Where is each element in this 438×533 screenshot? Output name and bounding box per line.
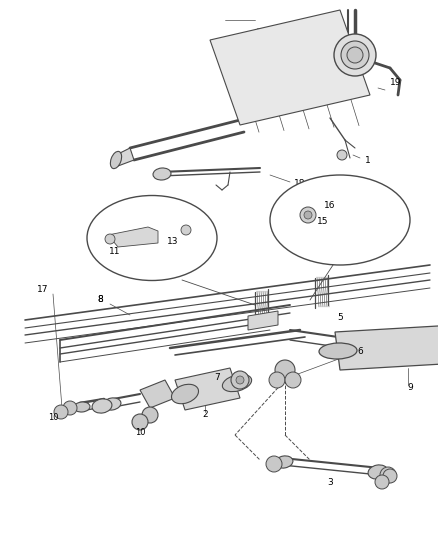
- Ellipse shape: [110, 151, 121, 168]
- Circle shape: [299, 207, 315, 223]
- Text: 15: 15: [317, 217, 328, 227]
- Text: 3: 3: [326, 479, 332, 488]
- Circle shape: [284, 372, 300, 388]
- Circle shape: [303, 211, 311, 219]
- Circle shape: [54, 405, 68, 419]
- Circle shape: [180, 225, 191, 235]
- Text: 5: 5: [336, 313, 342, 322]
- Circle shape: [379, 467, 395, 483]
- Text: 9: 9: [406, 384, 412, 392]
- Circle shape: [141, 407, 158, 423]
- Ellipse shape: [153, 168, 170, 180]
- Circle shape: [105, 234, 115, 244]
- Circle shape: [336, 150, 346, 160]
- Circle shape: [132, 414, 148, 430]
- Circle shape: [265, 456, 281, 472]
- Ellipse shape: [92, 399, 112, 413]
- Circle shape: [374, 475, 388, 489]
- Polygon shape: [175, 368, 240, 410]
- Polygon shape: [108, 227, 158, 247]
- Text: 8: 8: [97, 295, 102, 304]
- Text: 2: 2: [202, 410, 207, 419]
- Ellipse shape: [275, 456, 292, 468]
- Ellipse shape: [269, 175, 409, 265]
- Ellipse shape: [87, 196, 216, 280]
- Ellipse shape: [103, 398, 120, 410]
- Polygon shape: [209, 10, 369, 125]
- Ellipse shape: [346, 47, 362, 63]
- Ellipse shape: [333, 34, 375, 76]
- Circle shape: [274, 360, 294, 380]
- Text: 7: 7: [214, 374, 219, 383]
- Polygon shape: [140, 380, 175, 408]
- Ellipse shape: [222, 374, 251, 392]
- Text: 19: 19: [389, 77, 401, 86]
- Text: 6: 6: [356, 348, 362, 357]
- Text: 10: 10: [48, 414, 58, 423]
- Text: 1: 1: [364, 156, 370, 165]
- Ellipse shape: [340, 41, 368, 69]
- Text: 11: 11: [109, 247, 120, 256]
- Ellipse shape: [318, 343, 356, 359]
- Circle shape: [230, 371, 248, 389]
- Text: 13: 13: [167, 238, 178, 246]
- Polygon shape: [118, 148, 134, 166]
- Ellipse shape: [74, 402, 90, 412]
- Circle shape: [382, 469, 396, 483]
- Ellipse shape: [367, 465, 387, 479]
- Circle shape: [63, 401, 77, 415]
- Polygon shape: [247, 311, 277, 330]
- Polygon shape: [334, 325, 438, 370]
- Circle shape: [236, 376, 244, 384]
- Text: 10: 10: [134, 429, 145, 438]
- Text: 17: 17: [37, 286, 49, 295]
- Text: 16: 16: [324, 200, 335, 209]
- Text: 18: 18: [293, 179, 305, 188]
- Text: 8: 8: [97, 295, 102, 304]
- Circle shape: [268, 372, 284, 388]
- Ellipse shape: [171, 384, 198, 403]
